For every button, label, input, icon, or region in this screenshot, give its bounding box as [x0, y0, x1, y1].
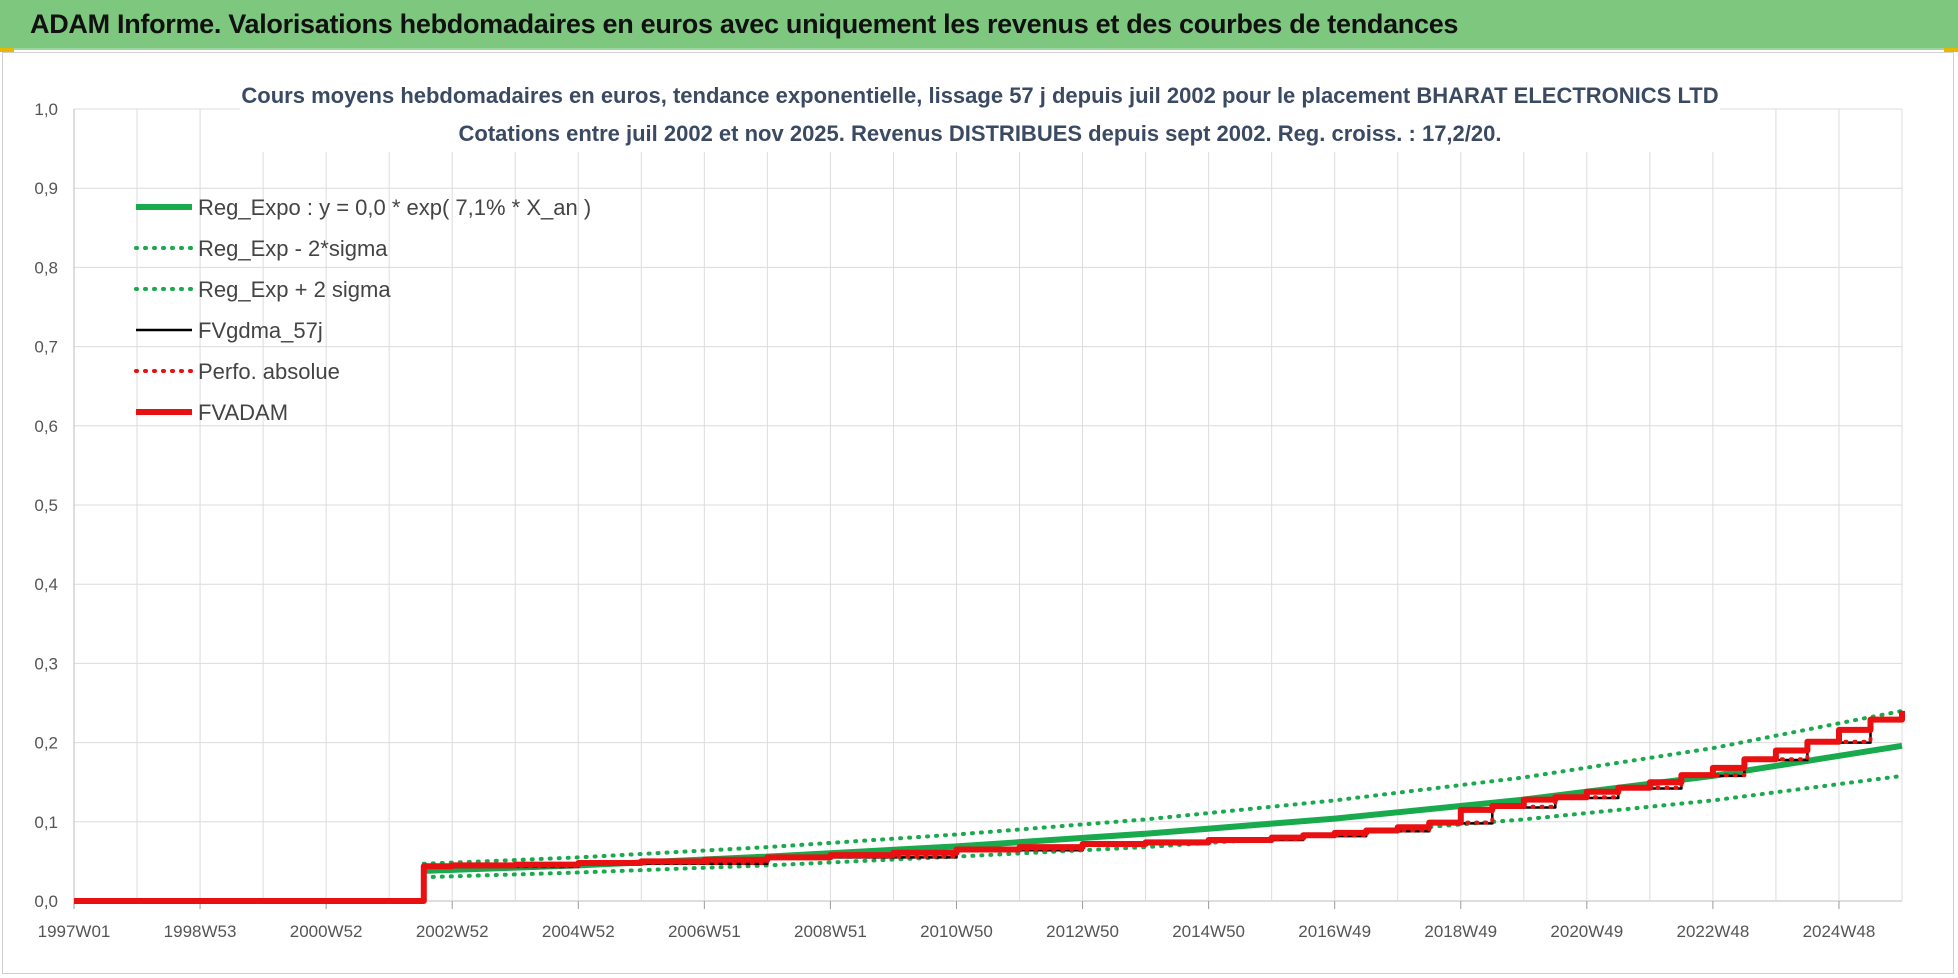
series-line-4: [418, 708, 1904, 903]
y-tick-label: 0,9: [34, 179, 58, 198]
series-line-2: [421, 708, 1904, 866]
x-tick-label: 2002W52: [416, 922, 489, 941]
x-tick-label: 2008W51: [794, 922, 867, 941]
x-tick-label: 2016W49: [1298, 922, 1371, 941]
legend-label-1: Reg_Exp - 2*sigma: [198, 236, 388, 261]
title-background: [240, 76, 1720, 152]
header-banner: ADAM Informe. Valorisations hebdomadaire…: [0, 0, 1958, 50]
y-tick-label: 0,1: [34, 813, 58, 832]
chart-frame: [2, 52, 1954, 974]
x-tick-labels: 1997W01 1998W53 2000W52 2002W52 2004W52 2006W…: [38, 922, 1876, 941]
page-title: ADAM Informe. Valorisations hebdomadaire…: [30, 9, 1459, 39]
legend-label-3: FVgdma_57j: [198, 318, 323, 343]
series-line-0: [423, 742, 1903, 874]
legend: Reg_Expo : y = 0,0 * exp( 7,1% * X_an ) R…: [134, 195, 591, 425]
y-tick-labels: 0,0 0,1 0,2 0,3 0,4 0,5 0,6 0,7 0,8 0,9 1,0: [34, 100, 58, 911]
y-tick-label: 1,0: [34, 100, 58, 119]
legend-label-5: FVADAM: [198, 400, 288, 425]
series-layer: [74, 708, 1905, 904]
chart-grid: [73, 108, 1903, 909]
x-tick-label: 2006W51: [668, 922, 741, 941]
y-tick-label: 0,8: [34, 258, 58, 277]
y-tick-label: 0,7: [34, 338, 58, 357]
series-line-3: [420, 710, 1904, 903]
x-tick-label: 2022W48: [1677, 922, 1750, 941]
y-tick-label: 0,6: [34, 417, 58, 436]
x-tick-label: 2020W49: [1550, 922, 1623, 941]
y-tick-label: 0,3: [34, 654, 58, 673]
corner-marker-right: [1944, 48, 1958, 52]
x-tick-label: 2018W49: [1424, 922, 1497, 941]
y-tick-label: 0,0: [34, 892, 58, 911]
x-tick-label: 2024W48: [1803, 922, 1876, 941]
x-tick-label: 2012W50: [1046, 922, 1119, 941]
chart-title-line-1: Cours moyens hebdomadaires en euros, ten…: [241, 83, 1718, 108]
y-tick-label: 0,4: [34, 575, 58, 594]
corner-marker-left: [0, 48, 14, 52]
y-tick-label: 0,2: [34, 734, 58, 753]
chart-title-line-2: Cotations entre juil 2002 et nov 2025. R…: [459, 121, 1502, 146]
y-tick-label: 0,5: [34, 496, 58, 515]
legend-label-4: Perfo. absolue: [198, 359, 340, 384]
legend-label-0: Reg_Expo : y = 0,0 * exp( 7,1% * X_an ): [198, 195, 591, 220]
x-tick-label: 2014W50: [1172, 922, 1245, 941]
x-tick-label: 1998W53: [164, 922, 237, 941]
x-tick-label: 2004W52: [542, 922, 615, 941]
x-tick-label: 2010W50: [920, 922, 993, 941]
x-tick-label: 2000W52: [290, 922, 363, 941]
series-line-1: [421, 773, 1904, 880]
x-tick-label: 1997W01: [38, 922, 111, 941]
series-line-5: [74, 710, 1905, 904]
legend-label-2: Reg_Exp + 2 sigma: [198, 277, 391, 302]
